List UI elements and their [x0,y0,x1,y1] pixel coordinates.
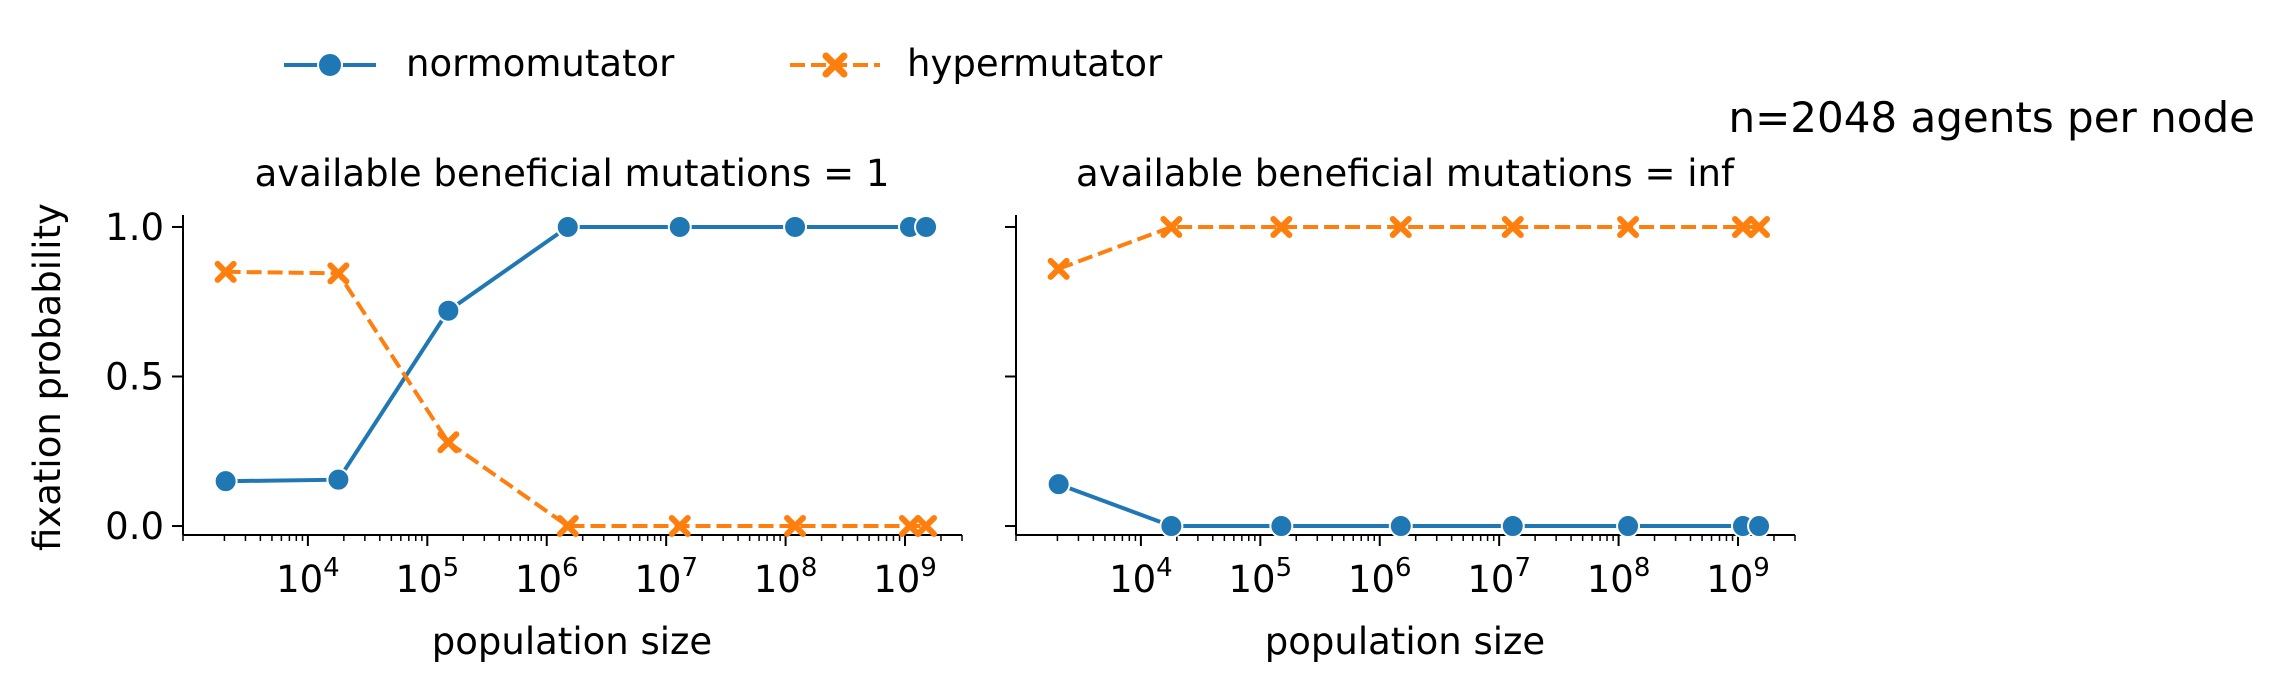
panel-2-hypermutator-point [1389,215,1412,238]
panel-2-normomutator-point [1747,514,1772,539]
panel-1-hypermutator-point [668,515,691,538]
panel-1-hypermutator-point [327,262,350,285]
panel-2-hypermutator-point [1160,215,1183,238]
panel-2-normomutator-point [1269,514,1294,539]
panel-2-hypermutator-point [1501,215,1524,238]
legend-item-hypermutator: hypermutator [790,42,1163,85]
panel-1-hypermutator-point [214,260,237,283]
legend: normomutator hypermutator [284,42,1163,85]
panel-1-normomutator-point [213,469,238,494]
panel-2-normomutator-point [1159,514,1184,539]
panel-1-normomutator-point [667,214,692,239]
panel-1-normomutator-point [783,214,808,239]
panel-1-hypermutator-point [437,431,460,454]
panel-1-x-tick-label: 104 [276,553,340,601]
legend-item-normomutator: normomutator [284,42,675,85]
panel-1-x-axis-label: population size [432,620,712,663]
panel-1-y-tick-label: 0.0 [105,505,164,548]
panel-2-series [1046,215,1772,539]
panel-1-x-tick-label: 105 [395,553,459,601]
panel-2-hypermutator-point [1748,215,1771,238]
panel-1-hypermutator-line [225,269,926,528]
panel-2-hypermutator-point [1731,215,1754,238]
panel-2-normomutator-point [1046,472,1071,497]
panel-1-series [213,214,939,538]
panel-1-hypermutator-point [915,515,938,538]
panel-1-hypermutator-point [784,515,807,538]
panel-2-title: available beneficial mutations = inf [1076,152,1735,195]
panel-1-normomutator-line [225,225,926,484]
figure-suptitle: n=2048 agents per node [1728,93,2255,142]
subplot-panel-2: available beneficial mutations = inf pop… [1005,152,1796,663]
panel-2-x-axis-label: population size [1265,620,1545,663]
panel-1-x-tick-label: 107 [634,553,698,601]
legend-label-hypermutator: hypermutator [907,42,1163,85]
panel-2-normomutator-line [1057,482,1759,528]
panel-2-hypermutator-point [1270,215,1293,238]
panel-2-hypermutator-line [1057,225,1759,271]
panel-2-normomutator-point [1616,514,1641,539]
subplot-panel-1: available beneficial mutations = 1 popul… [26,152,963,663]
legend-label-normomutator: normomutator [406,42,675,85]
panel-2-x-tick-label: 105 [1228,553,1292,601]
panel-1-normomutator-point [326,467,351,492]
panel-2-x-tick-label: 104 [1109,553,1173,601]
panel-1-y-tick-label: 0.5 [105,356,164,399]
panel-1-normomutator-point [555,214,580,239]
panel-1-x-tick-label: 109 [873,553,937,601]
panel-2-axes: 104 105 106 107 108 109 [1005,215,1796,601]
legend-marker-normomutator [317,52,343,78]
panel-2-normomutator-point [1500,514,1525,539]
panel-1-x-tick-label: 108 [754,553,818,601]
panel-1-hypermutator-point [556,515,579,538]
panel-2-hypermutator-point [1617,215,1640,238]
panel-1-normomutator-point [914,214,939,239]
legend-marker-hypermutator [822,52,848,78]
panel-2-x-tick-label: 109 [1706,553,1770,601]
panel-2-x-tick-label: 107 [1467,553,1531,601]
panel-1-hypermutator-point [898,515,921,538]
panel-1-title: available beneficial mutations = 1 [255,152,890,195]
panel-2-normomutator-point [1388,514,1413,539]
panel-1-y-tick-label: 1.0 [105,206,164,249]
panel-1-y-axis-label: fixation probability [26,203,69,551]
panel-1-normomutator-point [436,298,461,323]
panel-2-x-tick-label: 108 [1587,553,1651,601]
panel-1-x-tick-label: 106 [515,553,579,601]
panel-2-x-tick-label: 106 [1348,553,1412,601]
panel-2-hypermutator-point [1047,257,1070,280]
